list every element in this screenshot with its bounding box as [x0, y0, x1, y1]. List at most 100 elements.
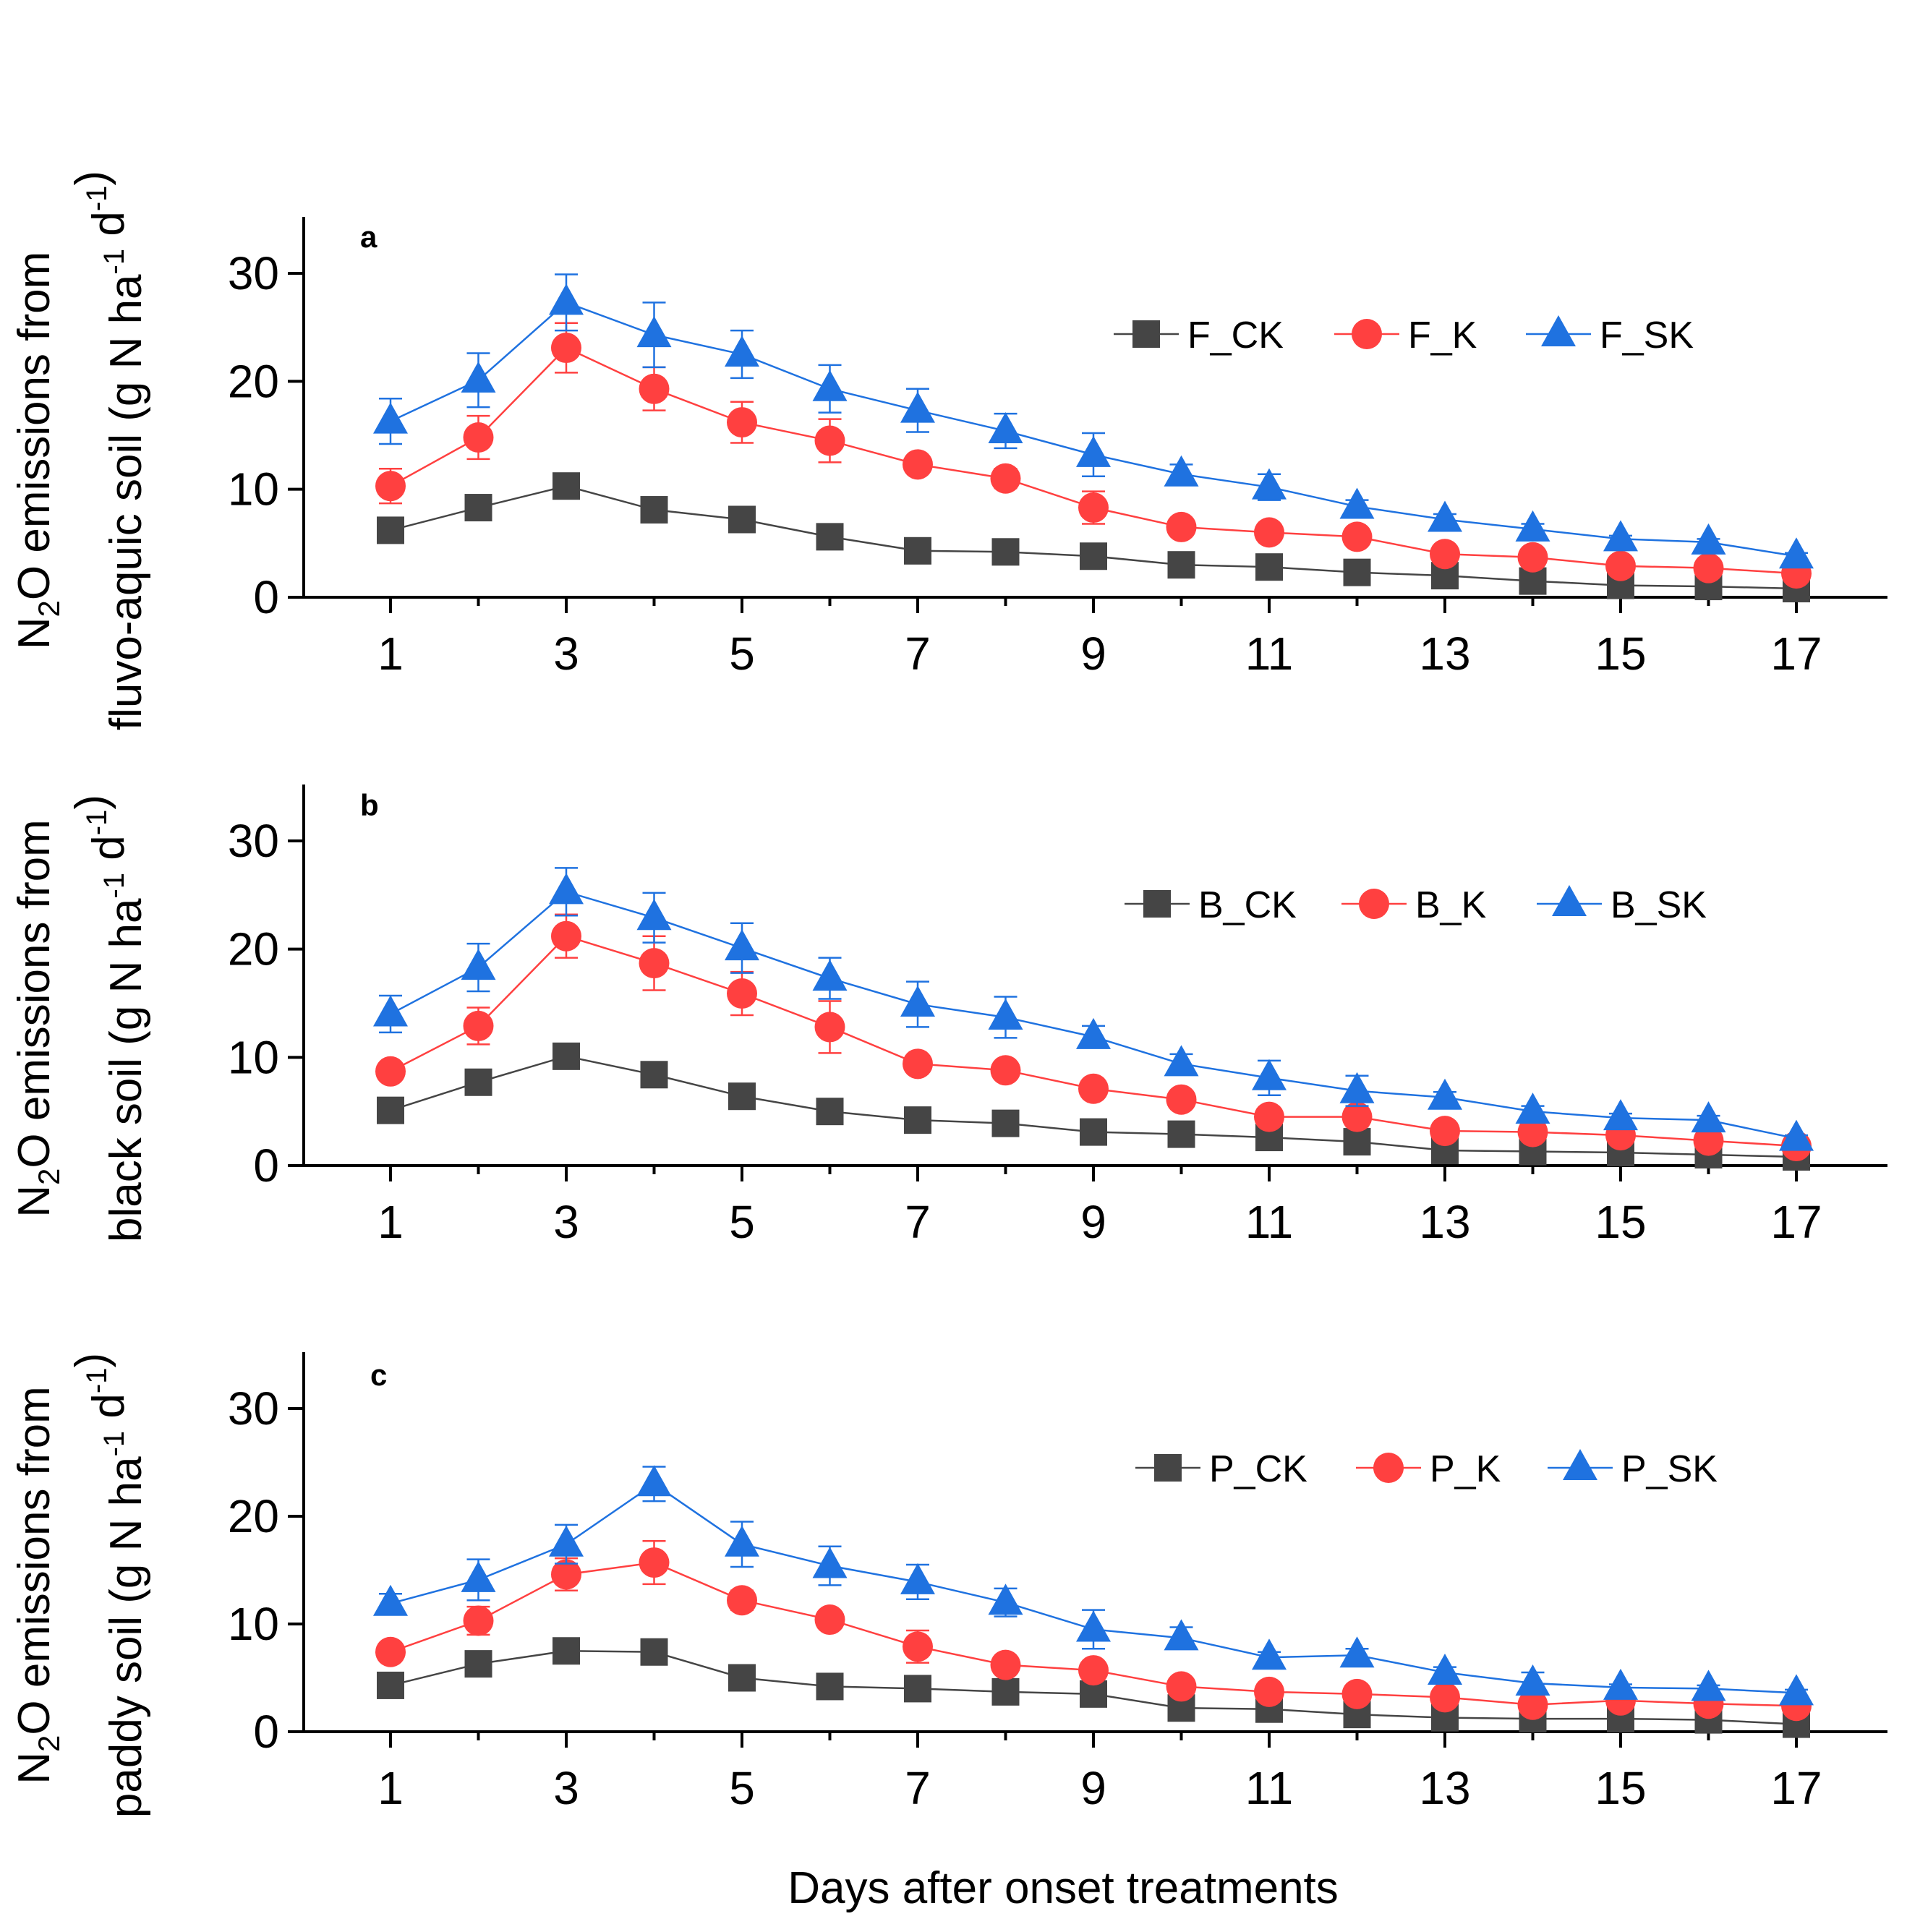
data-point [1691, 1101, 1726, 1133]
legend-label: F_K [1408, 315, 1477, 356]
data-point [1254, 1101, 1284, 1132]
y-axis-title-line1: N2O emissions from [9, 819, 66, 1217]
y-axis-title-line2: fluvo-aquic soil (g N ha-1 d-1) [67, 171, 151, 730]
legend-marker [1352, 319, 1382, 349]
data-point [1515, 510, 1550, 542]
data-point [461, 361, 496, 393]
data-point [1605, 550, 1636, 581]
data-point [816, 1098, 844, 1126]
data-point [900, 985, 935, 1017]
data-point [1339, 1636, 1375, 1668]
data-point [1341, 521, 1373, 552]
x-tick-label: 3 [553, 1196, 579, 1248]
x-tick-label: 13 [1419, 628, 1470, 680]
data-point [903, 1631, 933, 1662]
y-tick-label: 10 [228, 1598, 279, 1650]
data-point [991, 1677, 1020, 1706]
data-point [1603, 1099, 1638, 1131]
x-tick-label: 5 [729, 1196, 755, 1248]
x-tick-label: 15 [1595, 1196, 1646, 1248]
data-point [1603, 520, 1638, 552]
data-point [988, 412, 1023, 444]
data-point [1252, 1638, 1287, 1670]
legend-entry-B_SK: B_SK [1537, 884, 1707, 926]
data-point [1164, 1619, 1199, 1651]
legend-marker [1154, 1454, 1182, 1482]
y-axis-title-line2: paddy soil (g N ha-1 d-1) [67, 1353, 151, 1818]
data-point [640, 1638, 668, 1666]
data-point [1078, 492, 1109, 523]
data-point [1252, 1059, 1287, 1090]
data-point [377, 1096, 404, 1124]
x-tick-label: 1 [377, 1762, 404, 1814]
data-point [725, 929, 759, 961]
data-point [549, 283, 584, 315]
data-point [991, 1109, 1020, 1137]
data-point [1341, 1678, 1373, 1709]
data-point [816, 523, 844, 551]
y-axis-title-line2: black soil (g N ha-1 d-1) [67, 795, 151, 1242]
data-point [1343, 1128, 1371, 1156]
data-point [1343, 558, 1371, 586]
y-tick-label: 30 [228, 1382, 279, 1435]
y-tick-label: 0 [253, 571, 279, 623]
data-point [988, 1583, 1023, 1615]
data-point [549, 873, 584, 905]
data-point [1254, 1676, 1284, 1707]
x-tick-label: 11 [1245, 628, 1293, 680]
data-point [1254, 517, 1284, 548]
x-tick-label: 7 [905, 1762, 931, 1814]
x-axis-title: Days after onset treatments [788, 1863, 1339, 1913]
legend-entry-P_SK: P_SK [1548, 1448, 1718, 1490]
x-tick-label: 17 [1770, 1196, 1822, 1248]
x-tick-label: 1 [377, 628, 404, 680]
data-point [727, 1585, 757, 1616]
data-point [1252, 468, 1287, 500]
data-point [640, 1061, 668, 1089]
data-point [636, 316, 672, 348]
series-P_SK [373, 1465, 1814, 1706]
data-point [1515, 1664, 1550, 1696]
legend-marker [1552, 885, 1587, 916]
y-tick-label: 30 [228, 815, 279, 867]
data-point [728, 1664, 756, 1692]
x-tick-label: 15 [1595, 628, 1646, 680]
legend-marker [1541, 315, 1576, 346]
x-tick-label: 13 [1419, 1762, 1470, 1814]
x-tick-label: 17 [1770, 1762, 1822, 1814]
y-tick-label: 0 [253, 1706, 279, 1758]
x-tick-label: 3 [553, 1762, 579, 1814]
data-point [1517, 1116, 1548, 1147]
data-point [1078, 1655, 1109, 1686]
data-point [464, 1068, 492, 1096]
x-tick-label: 11 [1245, 1196, 1293, 1248]
data-point [900, 391, 935, 423]
data-point [988, 998, 1023, 1030]
data-point [1080, 542, 1107, 570]
data-point [640, 496, 668, 524]
data-point [461, 1560, 496, 1592]
data-point [463, 1605, 494, 1636]
data-point [727, 407, 757, 438]
data-point [1167, 1120, 1195, 1148]
legend-entry-B_CK: B_CK [1125, 884, 1297, 926]
y-tick-label: 30 [228, 247, 279, 299]
data-point [1430, 1682, 1460, 1713]
legend-label: B_K [1415, 884, 1487, 926]
x-tick-label: 5 [729, 1762, 755, 1814]
x-tick-label: 3 [553, 628, 579, 680]
data-point [814, 425, 845, 456]
data-point [728, 505, 756, 534]
data-point [1080, 1118, 1107, 1146]
data-point [377, 516, 404, 544]
y-axis-title-line1: N2O emissions from [9, 252, 66, 649]
data-point [639, 373, 670, 404]
data-point [812, 1547, 848, 1578]
x-tick-label: 11 [1245, 1762, 1293, 1814]
data-point [1428, 500, 1462, 532]
data-point [553, 1042, 580, 1070]
data-point [1255, 553, 1283, 581]
legend-label: B_SK [1611, 884, 1707, 926]
data-point [373, 1584, 408, 1616]
